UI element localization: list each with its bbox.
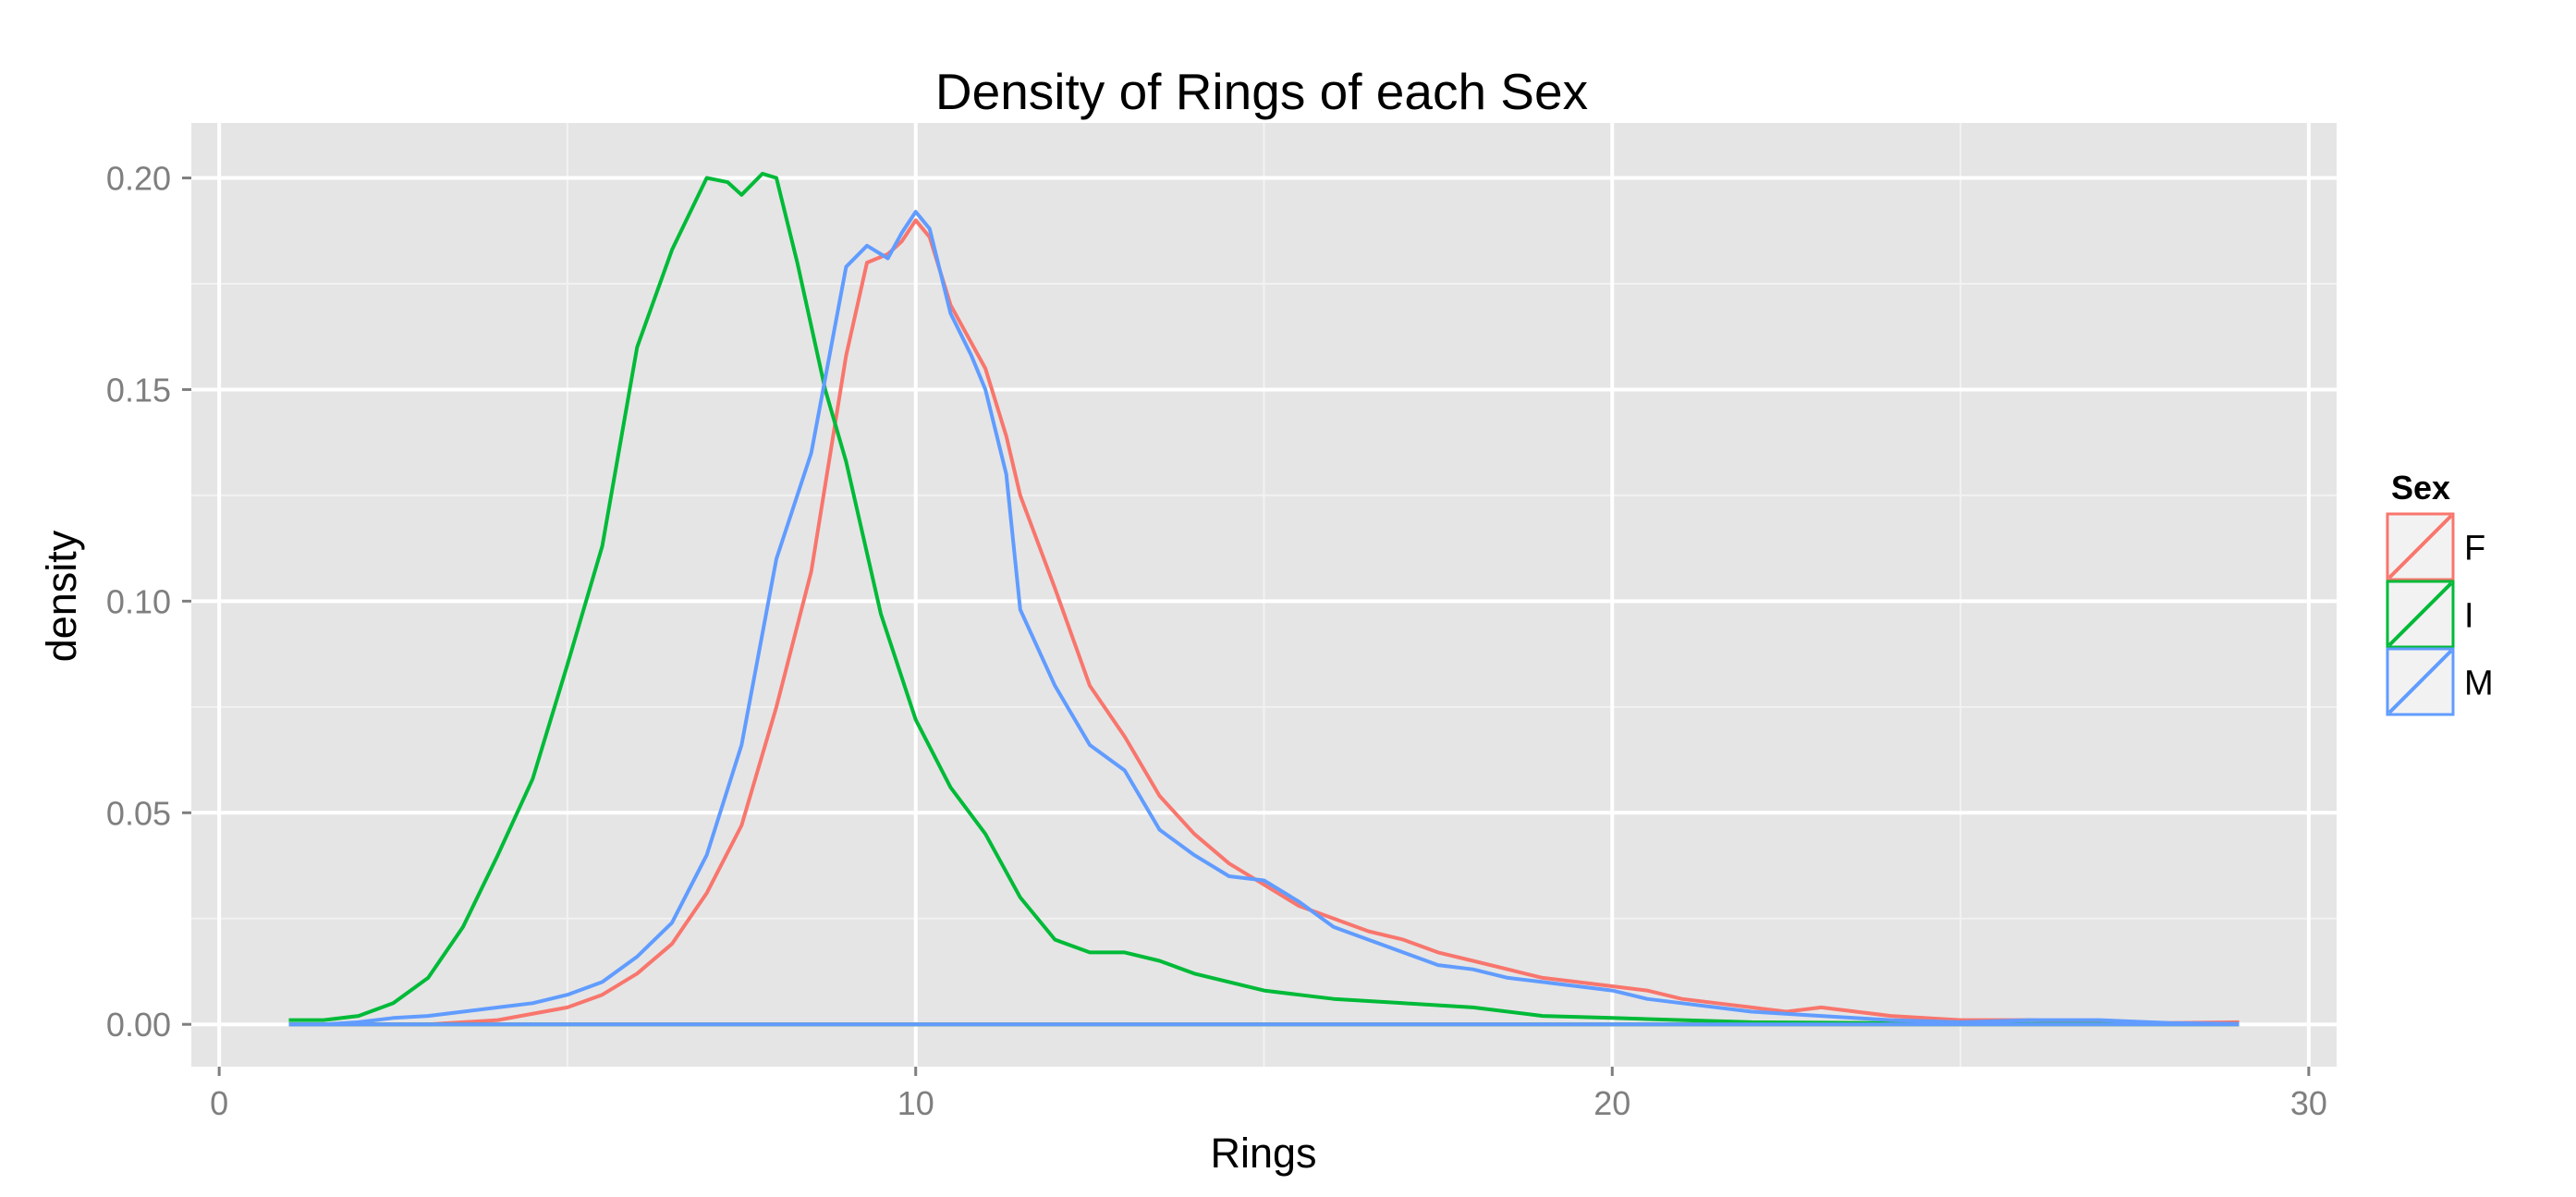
legend-title: Sex xyxy=(2391,469,2450,507)
legend-label: F xyxy=(2464,530,2485,568)
legend-item-f: F xyxy=(2386,512,2485,581)
minor-gridlines xyxy=(191,123,2337,1067)
legend-key-line xyxy=(2387,514,2453,580)
x-tick-label: 0 xyxy=(210,1084,228,1122)
legend-item-m: M xyxy=(2386,647,2494,716)
x-axis: 0 10 20 30 xyxy=(210,1067,2327,1122)
y-tick-label: 0.20 xyxy=(106,160,171,198)
legend-item-i: I xyxy=(2386,580,2474,649)
legend: Sex FIM xyxy=(2386,469,2494,716)
legend-key-line xyxy=(2387,581,2453,647)
series-line-m xyxy=(288,210,2240,1027)
x-tick-label: 30 xyxy=(2290,1084,2327,1122)
x-tick-label: 20 xyxy=(1593,1084,1630,1122)
legend-key-line xyxy=(2387,649,2453,715)
y-tick-label: 0.10 xyxy=(106,582,171,620)
y-axis-title: density xyxy=(38,530,85,662)
chart-title: Density of Rings of each Sex xyxy=(935,63,1588,120)
legend-label: I xyxy=(2464,597,2474,636)
x-axis-title: Rings xyxy=(1210,1130,1316,1177)
legend-label: M xyxy=(2464,665,2494,703)
series-line-i xyxy=(288,171,2240,1026)
y-tick-label: 0.00 xyxy=(106,1006,171,1044)
y-tick-label: 0.05 xyxy=(106,794,171,832)
y-tick-label: 0.15 xyxy=(106,371,171,409)
x-tick-label: 10 xyxy=(897,1084,934,1122)
series-line-f xyxy=(288,218,2240,1027)
series-layer xyxy=(288,171,2240,1027)
y-axis: 0.00 0.05 0.10 0.15 0.20 xyxy=(106,160,191,1044)
major-gridlines xyxy=(191,123,2337,1067)
